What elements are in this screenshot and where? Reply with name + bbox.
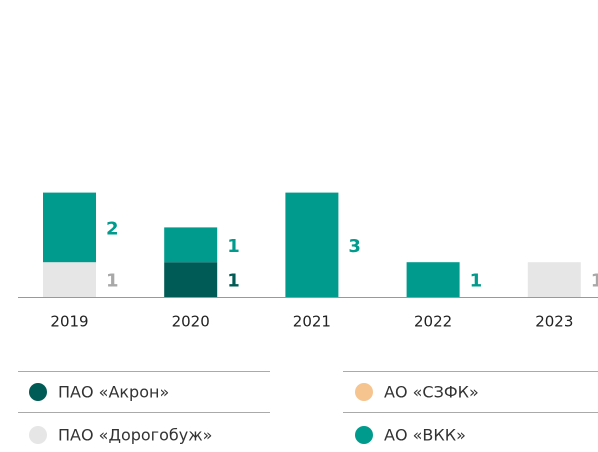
value-label: 1 — [470, 271, 483, 292]
legend-label: ПАО «Дорогобуж» — [58, 426, 212, 445]
bar-segment — [43, 262, 96, 297]
legend-swatch — [355, 426, 373, 444]
bar-segment — [406, 262, 460, 297]
legend-label: АО «СЗФК» — [384, 383, 479, 402]
bar-segment — [164, 227, 218, 263]
value-label: 3 — [348, 236, 361, 257]
legend-swatch — [29, 383, 47, 401]
value-label: 1 — [591, 271, 598, 292]
x-tick-label: 2021 — [293, 313, 331, 331]
value-label: 1 — [106, 271, 119, 292]
bar-segment — [527, 262, 581, 297]
x-tick-label: 2023 — [535, 313, 573, 331]
value-label: 2 — [106, 218, 119, 239]
x-tick-label: 2019 — [50, 313, 88, 331]
legend-label: ПАО «Акрон» — [58, 383, 169, 402]
legend-label: АО «ВКК» — [384, 426, 466, 445]
bar-segment — [285, 192, 339, 297]
value-label: 1 — [227, 236, 240, 257]
value-label: 1 — [227, 271, 240, 292]
x-tick-label: 2022 — [414, 313, 452, 331]
legend-swatch — [355, 383, 373, 401]
bar-segment — [43, 192, 96, 263]
legend-swatch — [29, 426, 47, 444]
bar-segment — [164, 262, 218, 297]
x-tick-label: 2020 — [172, 313, 210, 331]
